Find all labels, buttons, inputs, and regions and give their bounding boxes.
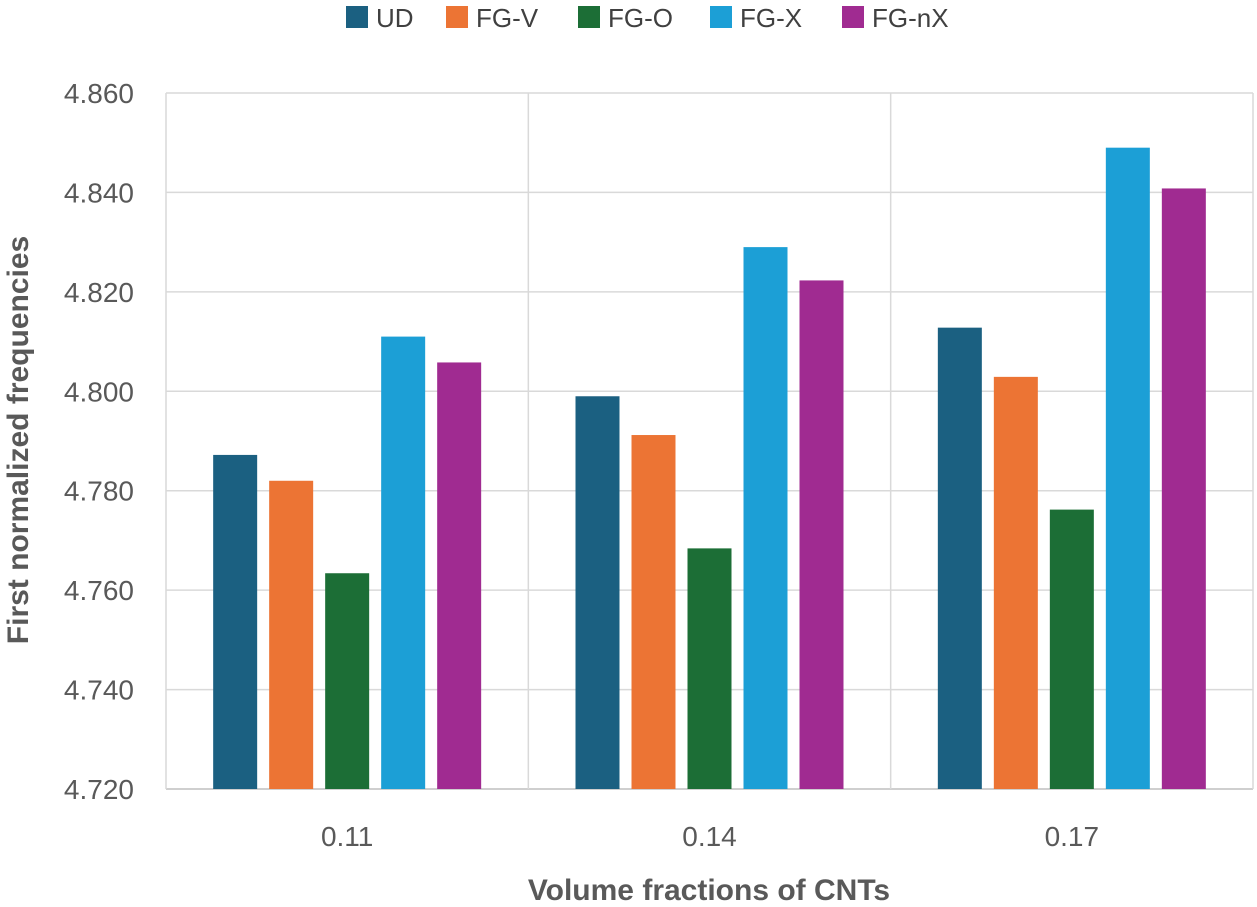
legend: UD FG-V FG-O FG-X FG-nX	[346, 3, 949, 33]
bar-ud-0.14	[575, 396, 620, 789]
legend-label-fg-o: FG-O	[608, 3, 673, 33]
y-axis-title: First normalized frequencies	[2, 236, 35, 644]
x-axis-ticks: 0.11 0.14 0.17	[321, 821, 1099, 852]
legend-swatch-fg-x	[710, 6, 732, 28]
y-tick-label: 4.840	[64, 177, 134, 208]
legend-label-fg-x: FG-X	[740, 3, 802, 33]
x-tick-label: 0.14	[682, 821, 737, 852]
bar-fg-nx-0.11	[437, 362, 482, 789]
y-tick-label: 4.780	[64, 476, 134, 507]
bar-fg-x-0.11	[381, 336, 426, 789]
legend-swatch-fg-o	[578, 6, 600, 28]
bar-fg-nx-0.17	[1161, 188, 1206, 790]
legend-swatch-fg-nx	[842, 6, 864, 28]
legend-swatch-fg-v	[446, 6, 468, 28]
bar-fg-v-0.14	[631, 435, 676, 789]
bar-ud-0.17	[937, 327, 982, 789]
bar-fg-o-0.11	[325, 573, 370, 789]
y-tick-label: 4.860	[64, 78, 134, 109]
y-tick-label: 4.760	[64, 575, 134, 606]
y-tick-label: 4.720	[64, 774, 134, 805]
bar-fg-o-0.17	[1049, 509, 1094, 789]
x-axis-title: Volume fractions of CNTs	[528, 874, 890, 907]
y-tick-label: 4.800	[64, 376, 134, 407]
bar-fg-o-0.14	[687, 548, 732, 789]
legend-label-ud: UD	[376, 3, 414, 33]
legend-label-fg-v: FG-V	[476, 3, 539, 33]
bar-fg-nx-0.14	[799, 280, 844, 789]
bar-fg-v-0.11	[269, 480, 314, 789]
x-tick-label: 0.11	[321, 821, 373, 852]
bar-fg-x-0.14	[743, 247, 788, 790]
legend-label-fg-nx: FG-nX	[872, 3, 949, 33]
y-axis-ticks: 4.720 4.740 4.760 4.780 4.800 4.820 4.840 4.860	[64, 78, 134, 805]
legend-swatch-ud	[346, 6, 368, 28]
y-tick-label: 4.820	[64, 277, 134, 308]
x-tick-label: 0.17	[1045, 821, 1100, 852]
y-tick-label: 4.740	[64, 675, 134, 706]
bar-fg-v-0.17	[993, 376, 1038, 789]
bar-ud-0.11	[213, 454, 258, 789]
bars	[213, 147, 1206, 790]
bar-fg-x-0.17	[1105, 147, 1150, 789]
